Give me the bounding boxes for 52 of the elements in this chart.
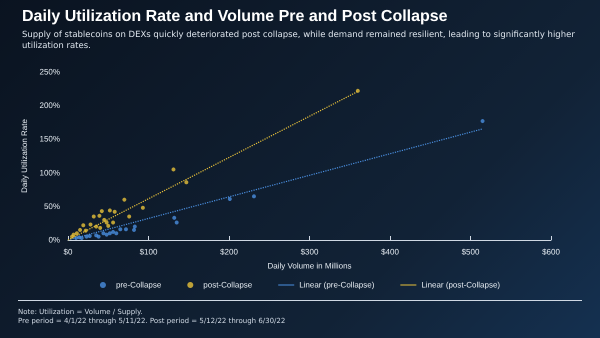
point	[184, 180, 188, 184]
x-tick-label: $300	[300, 248, 319, 256]
x-axis-title: Daily Volume in Millions	[267, 262, 352, 270]
point	[228, 197, 232, 202]
point	[108, 208, 112, 212]
point	[101, 231, 106, 236]
point	[104, 232, 109, 237]
x-tick-label: $200	[220, 248, 238, 256]
legend-label: pre-Collapse	[116, 280, 162, 290]
point	[174, 220, 179, 225]
y-tick-label: 200%	[40, 101, 60, 110]
y-tick-label: 150%	[40, 134, 60, 144]
point	[114, 231, 118, 236]
point	[94, 233, 98, 238]
point	[111, 230, 116, 234]
x-tick-label: $600	[542, 248, 560, 256]
point	[122, 198, 126, 202]
legend-label: Linear (pre-Collapse)	[299, 280, 375, 290]
x-tick-label: $500	[462, 248, 480, 256]
chart-subtitle: Supply of stablecoins on DEXs quickly deteriorated post collapse, while demand remained resilient, leading to significantly higher utilization rates.	[22, 30, 576, 52]
point	[97, 214, 102, 218]
point	[480, 119, 485, 124]
legend-label: Linear (post-Collapse)	[421, 280, 500, 290]
x-tick-label: $100	[140, 248, 158, 256]
x-tick-label: $400	[381, 248, 400, 256]
point	[106, 224, 110, 228]
point	[252, 194, 256, 198]
y-tick-label: 100%	[40, 168, 60, 178]
point	[111, 220, 116, 225]
point	[171, 167, 176, 172]
y-tick-label: 0%	[48, 236, 60, 244]
point	[88, 222, 93, 227]
point	[92, 214, 96, 218]
point	[124, 227, 128, 232]
chart-title: Daily Utilization Rate and Volume Pre and Post Collapse	[22, 8, 448, 26]
y-tick-label: 50%	[44, 202, 60, 211]
point	[112, 210, 117, 214]
point	[81, 223, 86, 228]
point	[78, 228, 82, 232]
y-axis-title: Daily Utilization Rate	[20, 118, 30, 193]
point	[127, 214, 132, 218]
y-tick-label: 250%	[40, 68, 60, 76]
point	[100, 209, 104, 214]
legend-label: post-Collapse	[203, 280, 253, 290]
point	[132, 228, 136, 232]
x-tick-label: $0	[64, 248, 73, 256]
point	[140, 206, 145, 210]
point	[98, 226, 102, 230]
point	[104, 220, 109, 225]
point	[132, 224, 137, 229]
point	[118, 227, 122, 232]
point	[172, 216, 176, 220]
